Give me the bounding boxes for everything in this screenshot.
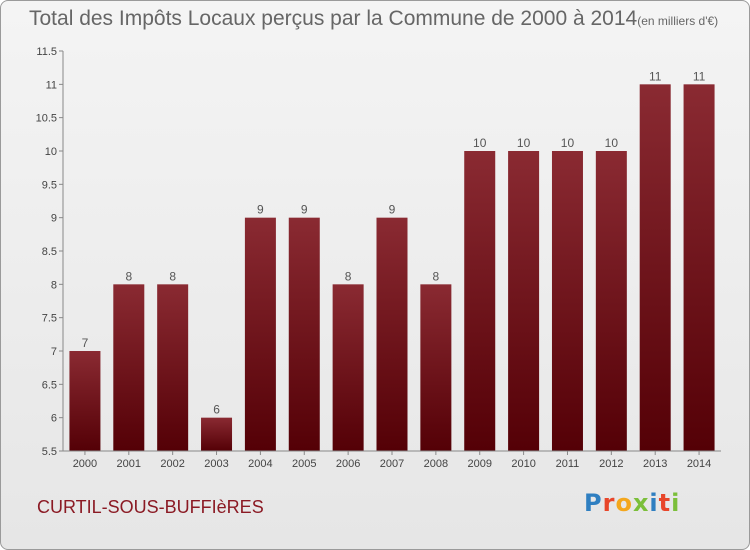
x-tick-label-2008: 2008	[424, 458, 448, 470]
y-tick-label: 11.5	[36, 46, 57, 58]
x-tick-label-2005: 2005	[292, 458, 316, 470]
x-tick-label-2000: 2000	[73, 458, 97, 470]
x-tick-label-2012: 2012	[599, 458, 623, 470]
x-tick-label-2002: 2002	[160, 458, 184, 470]
chart-title: Total des Impôts Locaux perçus par la Co…	[29, 7, 718, 31]
data-label-2000: 7	[82, 336, 89, 350]
x-tick-label-2003: 2003	[204, 458, 228, 470]
chart-subtitle: (en milliers d'€)	[637, 14, 719, 28]
x-tick-label-2013: 2013	[643, 458, 667, 470]
bar-2007	[376, 217, 408, 451]
data-label-2011: 10	[561, 136, 575, 150]
y-tick-label: 5.5	[42, 446, 57, 458]
bar-2011	[551, 151, 583, 451]
data-label-2010: 10	[517, 136, 531, 150]
logo-letter: x	[632, 489, 650, 517]
data-label-2009: 10	[473, 136, 487, 150]
data-label-2005: 9	[301, 203, 308, 217]
y-tick-label: 7.5	[42, 313, 57, 325]
x-tick-label-2004: 2004	[248, 458, 272, 470]
data-label-2013: 11	[649, 69, 662, 83]
y-tick-label: 7	[51, 346, 57, 358]
commune-name: CURTIL-SOUS-BUFFIèRES	[37, 497, 264, 517]
x-tick-label-2011: 2011	[556, 458, 580, 470]
logo-letter: P	[584, 489, 603, 517]
x-tick-label-2010: 2010	[511, 458, 535, 470]
y-tick-label: 8	[51, 279, 57, 291]
bars: 7 8 8 6 9 9 8 9 8 10 10 10 10 11 11	[69, 69, 715, 451]
data-label-2007: 9	[389, 203, 396, 217]
y-tick-label: 9.5	[42, 179, 57, 191]
bar-2008	[420, 284, 452, 451]
logo-letter: o	[615, 489, 633, 517]
data-label-2003: 6	[213, 403, 220, 417]
y-tick-label: 6.5	[42, 379, 57, 391]
data-label-2004: 9	[257, 203, 264, 217]
bar-2014	[683, 84, 715, 451]
bar-2003	[201, 417, 233, 451]
y-tick-label: 6	[51, 413, 57, 425]
y-tick-label: 9	[51, 213, 57, 225]
x-tick-label-2006: 2006	[336, 458, 360, 470]
data-label-2002: 8	[169, 269, 176, 283]
x-tick-label-2014: 2014	[687, 458, 711, 470]
data-label-2006: 8	[345, 269, 352, 283]
logo-letter: r	[602, 489, 616, 517]
x-tick-label-2007: 2007	[380, 458, 404, 470]
x-tick-label-2001: 2001	[117, 458, 141, 470]
data-label-2012: 10	[605, 136, 619, 150]
bar-2001	[113, 284, 145, 451]
data-label-2008: 8	[433, 269, 440, 283]
chart-title-text: Total des Impôts Locaux perçus par la Co…	[29, 7, 638, 30]
bar-2012	[595, 151, 627, 451]
y-tick-label: 10.5	[36, 113, 57, 125]
bar-2010	[508, 151, 540, 451]
y-tick-label: 10	[45, 146, 57, 158]
bar-2013	[639, 84, 671, 451]
y-axis: 5.5 6 6.5 7 7.5 8 8.5 9 9.5 10 10.5 11 11.5	[36, 46, 64, 458]
bar-2004	[244, 217, 276, 451]
data-label-2014: 11	[693, 69, 706, 83]
x-tick-label-2009: 2009	[467, 458, 491, 470]
bar-2005	[288, 217, 320, 451]
logo-letter: i	[649, 489, 659, 517]
logo-letter: i	[671, 489, 681, 517]
proxiti-logo: Proxiti	[584, 489, 680, 517]
bar-2009	[464, 151, 496, 451]
data-label-2001: 8	[125, 269, 132, 283]
y-tick-label: 8.5	[42, 246, 57, 258]
y-tick-label: 11	[46, 79, 57, 91]
logo-letter: t	[658, 489, 672, 517]
bar-2006	[332, 284, 364, 451]
bar-2000	[69, 351, 101, 451]
bar-2002	[157, 284, 189, 451]
x-axis: 2000 2001 2002 2003 2004 2005 2006 2007 2008 2009…	[63, 450, 721, 470]
